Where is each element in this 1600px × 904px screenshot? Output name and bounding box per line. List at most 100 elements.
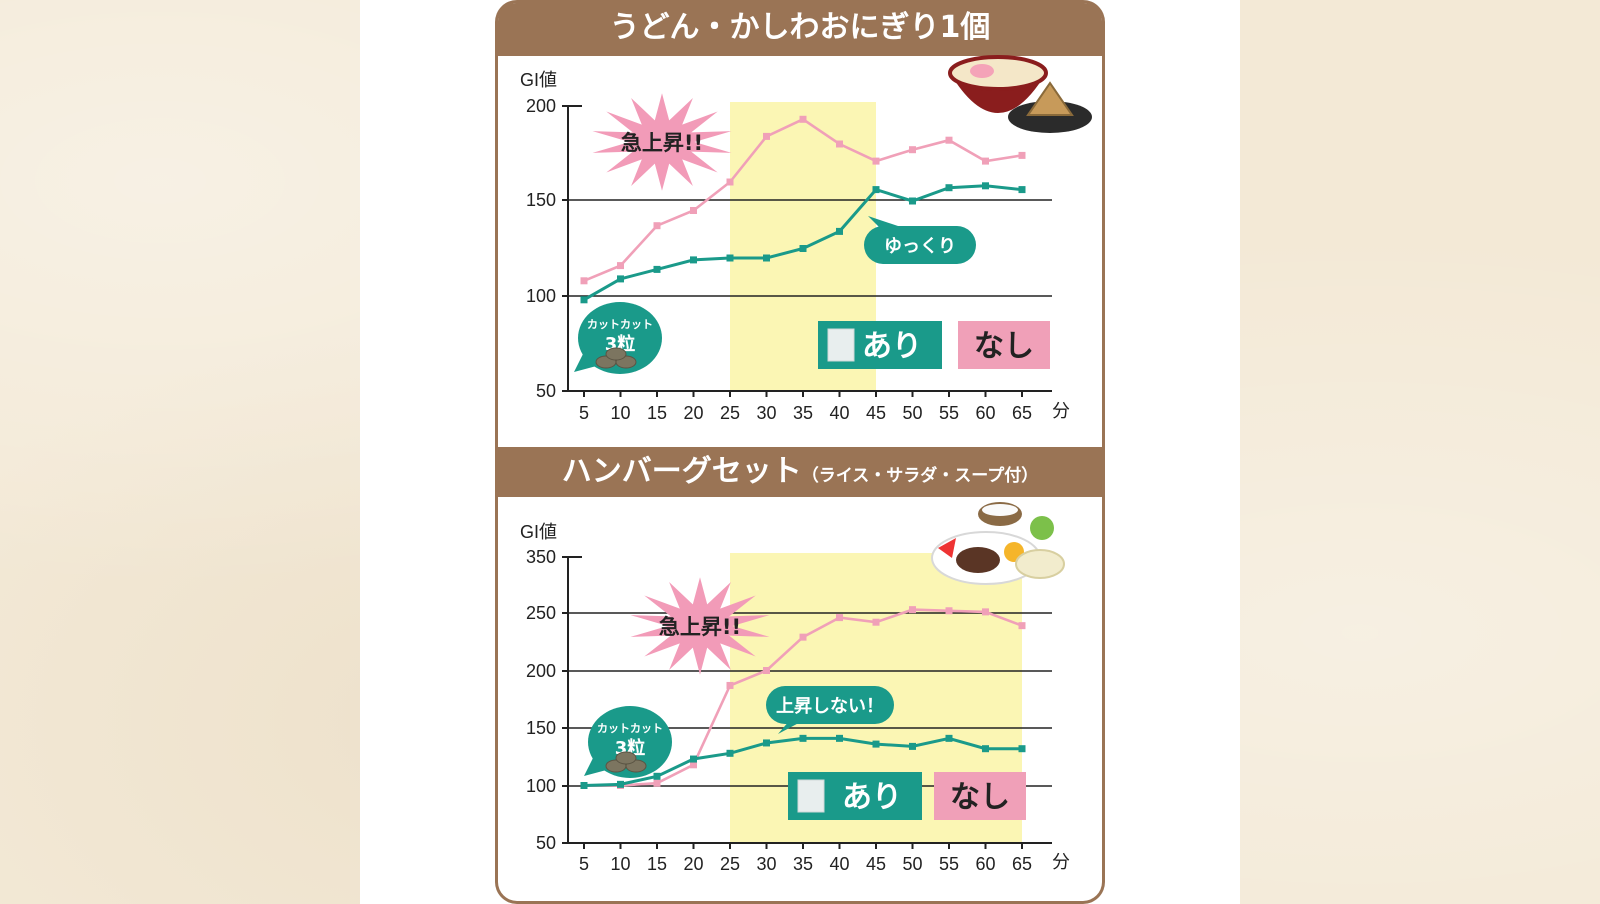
data-point [799,115,807,123]
data-point [690,207,697,214]
x-tick-label: 20 [683,403,703,423]
x-tick-label: 50 [902,403,922,423]
bubble-label: ゆっくり [884,236,956,257]
x-unit-label: 分 [1052,852,1070,872]
data-point [872,157,880,165]
bubble-shape [864,226,976,264]
burst-shape [592,93,732,191]
y-tick-label: 100 [526,776,556,796]
x-tick-label: 5 [579,403,589,423]
legend-with-label: あり [842,780,902,815]
data-point [617,780,624,788]
data-point [690,755,697,763]
data-point [909,146,916,154]
x-tick-label: 20 [683,854,703,874]
data-point [909,197,916,205]
tablet-icon [615,751,637,765]
data-point [763,132,770,140]
data-point [580,296,588,304]
data-point [982,745,989,753]
x-tick-label: 45 [866,403,886,423]
data-point [836,227,843,235]
x-tick-label: 10 [610,403,630,423]
x-unit-label: 分 [1052,401,1070,421]
soup-icon [1015,549,1065,579]
x-tick-label: 65 [1012,854,1032,874]
data-point [653,222,661,230]
x-tick-label: 40 [829,854,849,874]
data-point [836,140,843,148]
pill-label-top: カットカット [587,318,653,331]
data-point [580,782,588,789]
x-tick-label: 35 [793,854,813,874]
data-point [617,262,624,270]
data-point [836,734,843,742]
y-axis-title: GI値 [520,70,557,90]
bubble-shape [766,686,894,724]
pill-label-top: カットカット [597,722,663,735]
data-point [1018,622,1026,630]
x-tick-label: 55 [939,854,959,874]
x-tick-label: 60 [975,403,995,423]
data-point [1018,186,1026,194]
data-point [982,608,989,616]
plate-icon [1008,101,1092,133]
legend-without-label: なし [950,780,1010,815]
x-tick-label: 25 [720,854,740,874]
x-tick-label: 40 [829,403,849,423]
onigiri-icon [1026,81,1074,116]
chart-title-main: ハンバーグセット [561,454,802,489]
y-tick-label: 50 [536,833,556,853]
data-point [909,606,916,614]
data-point [690,256,697,264]
chart-subtitle: （ライス・サラダ・スープ付） [801,466,1039,486]
data-point [799,734,807,742]
data-point [580,277,588,285]
x-tick-label: 15 [647,854,667,874]
data-point [1018,745,1026,753]
naruto-icon [970,64,994,78]
x-tick-label: 55 [939,403,959,423]
data-point [763,739,770,747]
data-point [982,182,989,190]
data-point [945,734,953,742]
pill-bubble-tail [574,348,604,372]
data-point [726,178,734,186]
y-tick-label: 50 [536,381,556,401]
data-point [763,254,770,262]
tablet-icon [605,347,627,361]
udon-broth-icon [948,55,1048,91]
supplement-package-icon [797,779,825,813]
data-point [872,186,880,194]
data-point [945,607,953,615]
x-tick-label: 15 [647,403,667,423]
tomato-icon [938,538,956,558]
y-tick-label: 250 [526,603,556,623]
data-point [872,740,880,748]
y-tick-label: 200 [526,96,556,116]
data-point [799,633,807,641]
y-axis-title: GI値 [520,522,557,542]
y-tick-label: 100 [526,286,556,306]
bubble-tail [868,216,898,228]
burst-label: 急上昇!! [621,131,703,155]
x-tick-label: 25 [720,403,740,423]
data-point [653,265,661,273]
data-point [726,681,734,689]
x-tick-label: 30 [756,854,776,874]
chart-title-hamburg: ハンバーグセット（ライス・サラダ・スープ付） [498,447,1102,497]
data-point [872,618,880,626]
rice-icon [982,504,1018,516]
data-point [982,157,989,165]
y-tick-label: 150 [526,718,556,738]
x-tick-label: 45 [866,854,886,874]
legend-without-box [958,321,1050,369]
bubble-label: 上昇しない！ [776,696,884,717]
hamburg-steak-icon [956,547,1000,573]
legend-with-label: あり [862,329,922,364]
x-tick-label: 35 [793,403,813,423]
chart-title-udon: うどん・かしわおにぎり1個 [498,3,1102,56]
y-tick-label: 150 [526,190,556,210]
data-point [653,779,661,787]
